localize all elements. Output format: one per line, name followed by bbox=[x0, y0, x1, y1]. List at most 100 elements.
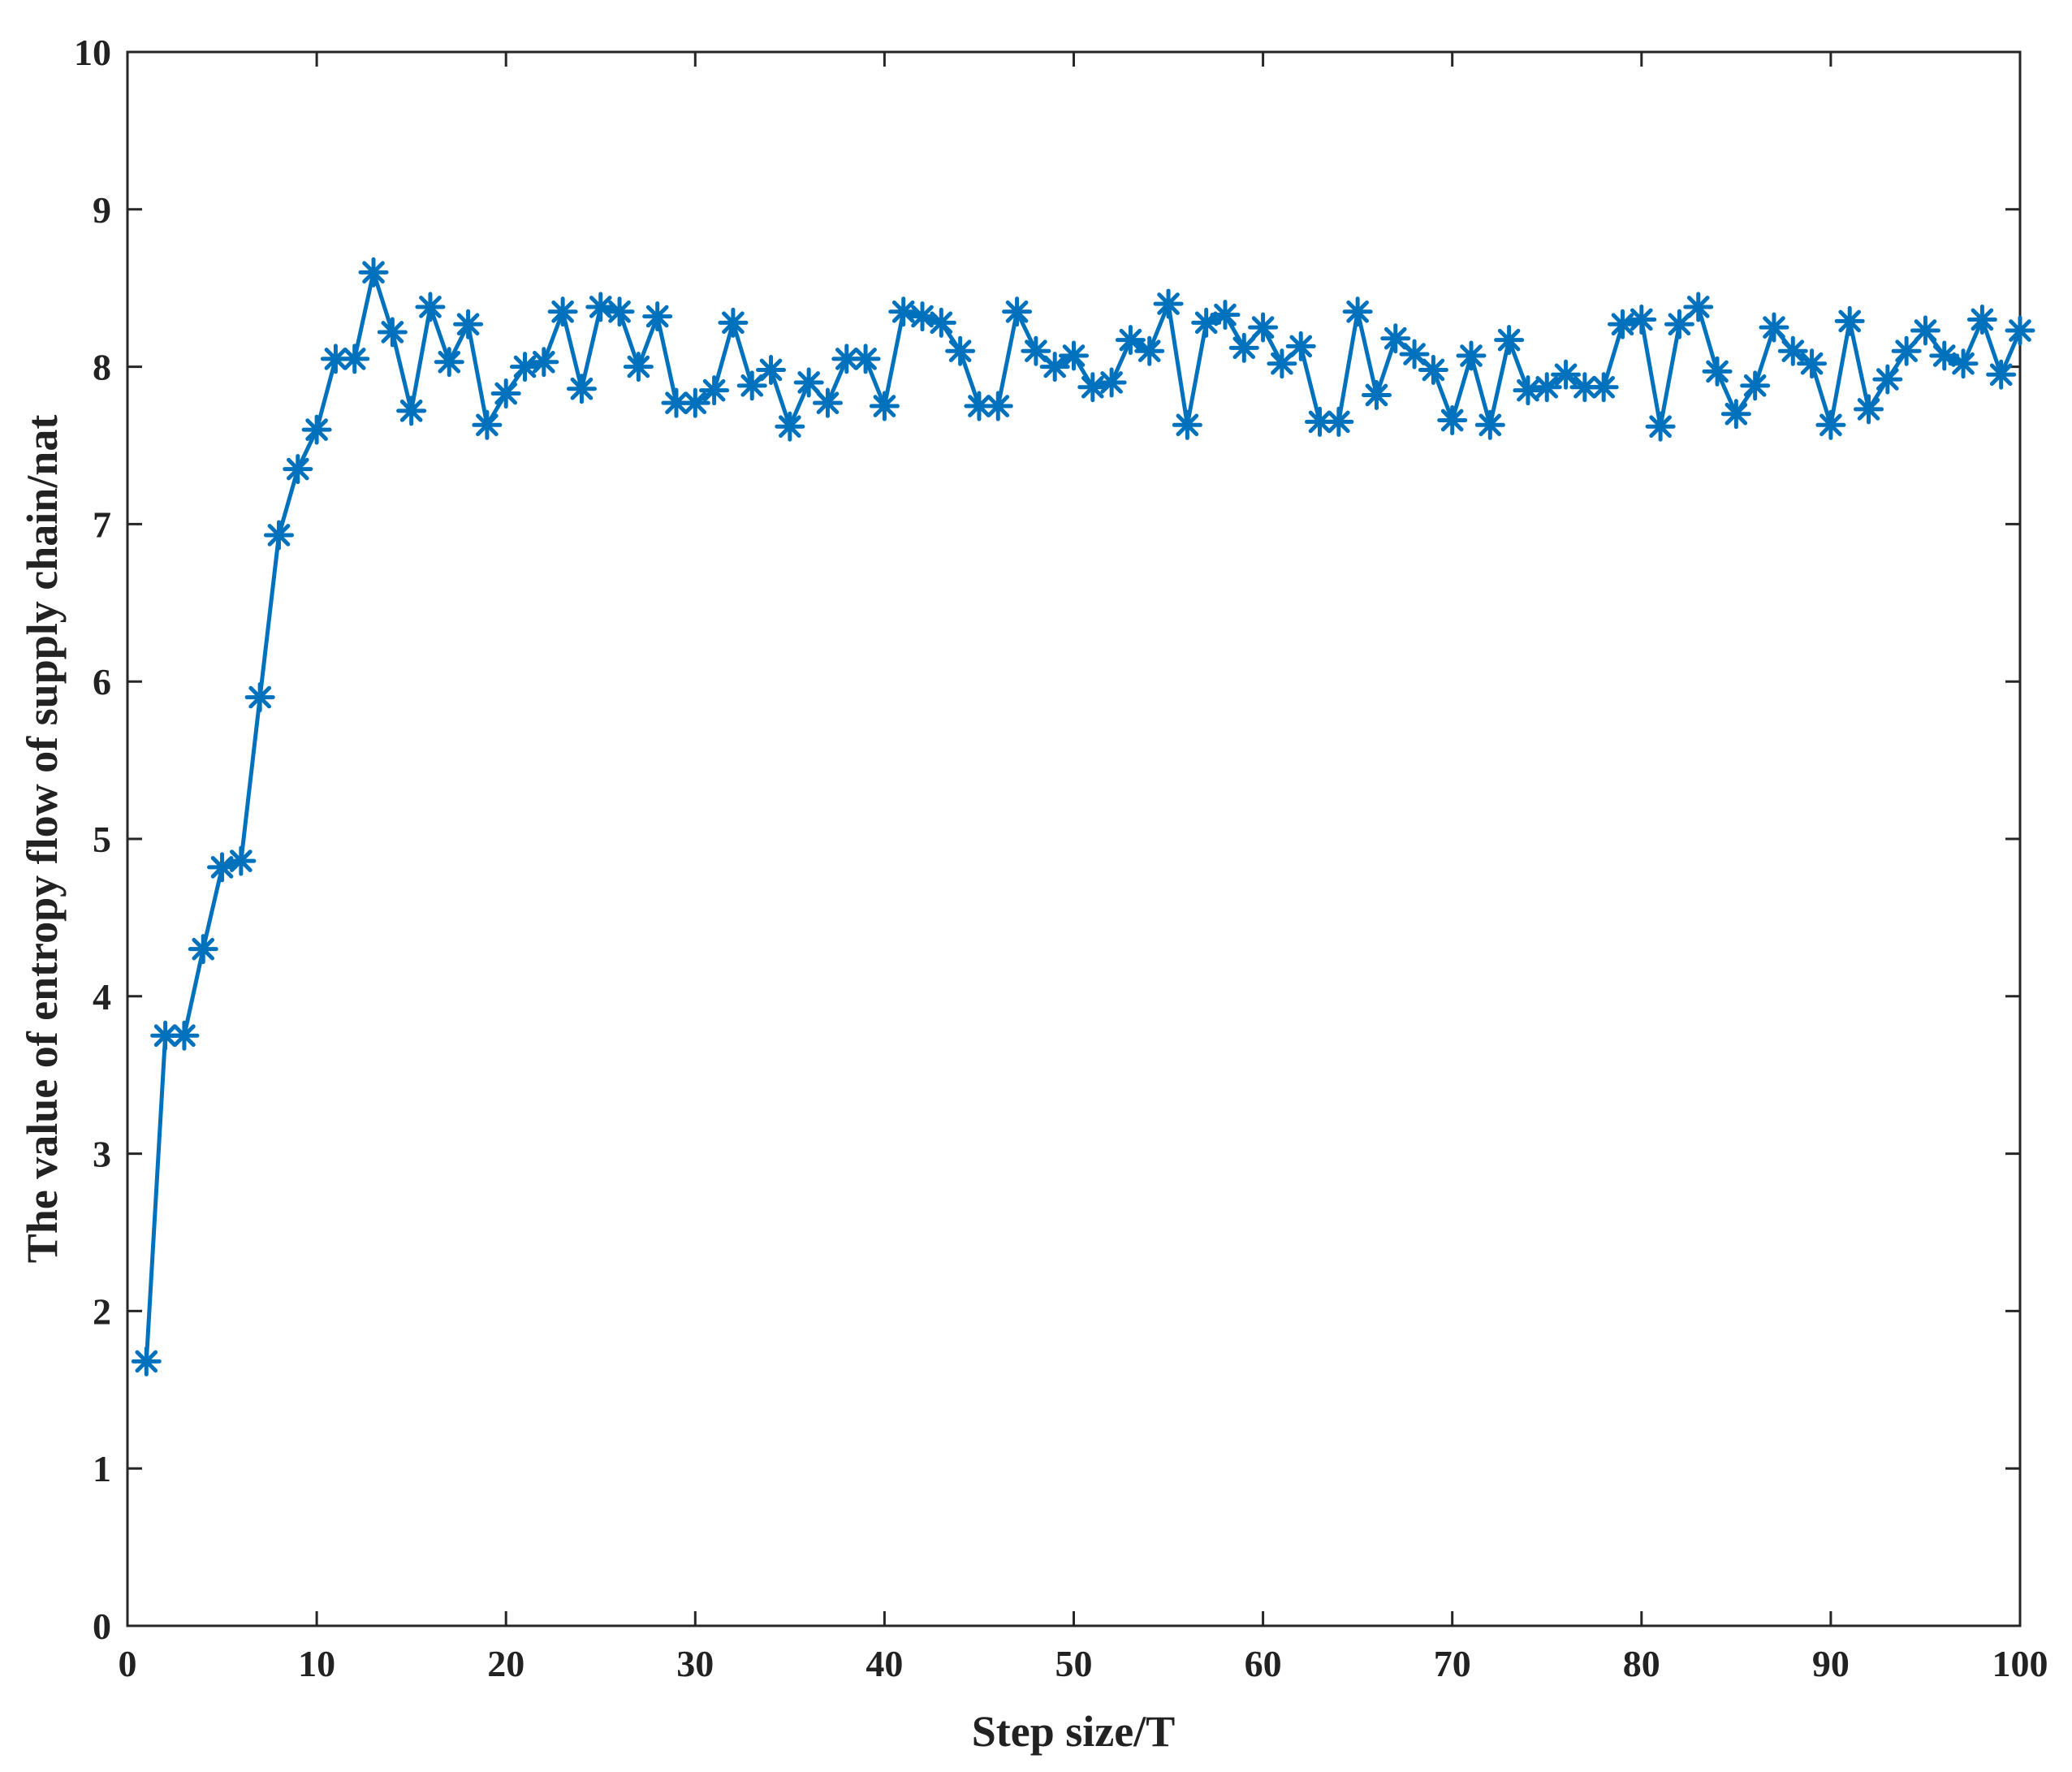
plot-area bbox=[126, 50, 2022, 1627]
y-tick-label: 5 bbox=[93, 819, 111, 860]
data-point-marker bbox=[1323, 406, 1354, 437]
x-tick-marks bbox=[126, 52, 2022, 1626]
y-tick-label: 8 bbox=[93, 347, 111, 388]
data-point-marker bbox=[585, 292, 616, 322]
data-point-marker bbox=[1720, 399, 1751, 430]
data-point-marker bbox=[1077, 372, 1108, 403]
data-point-marker bbox=[396, 395, 427, 426]
y-tick-label: 1 bbox=[93, 1448, 111, 1489]
data-point-marker bbox=[812, 387, 843, 418]
data-point-marker bbox=[699, 375, 730, 406]
data-point-marker bbox=[1285, 331, 1316, 361]
x-tick-label: 80 bbox=[1623, 1643, 1660, 1684]
data-point-marker bbox=[907, 301, 938, 332]
x-tick-label: 30 bbox=[676, 1643, 714, 1684]
data-point-marker bbox=[1986, 359, 2017, 390]
data-point-marker bbox=[1305, 406, 1336, 437]
data-point-marker bbox=[1059, 340, 1089, 371]
x-tick-label: 60 bbox=[1245, 1643, 1282, 1684]
data-point-marker bbox=[1210, 300, 1241, 331]
data-point-marker bbox=[1380, 323, 1411, 354]
x-tick-label: 40 bbox=[865, 1643, 903, 1684]
data-point-marker bbox=[926, 307, 956, 338]
data-point-marker bbox=[1551, 359, 1582, 390]
data-point-marker bbox=[283, 454, 313, 485]
data-point-marker bbox=[207, 852, 238, 883]
data-point-marker bbox=[529, 347, 559, 378]
y-tick-label: 9 bbox=[93, 189, 111, 231]
data-point-marker bbox=[301, 414, 332, 445]
data-point-marker bbox=[1228, 332, 1259, 363]
data-point-marker bbox=[1797, 348, 1828, 379]
data-point-marker bbox=[982, 391, 1013, 421]
data-point-marker bbox=[1777, 335, 1808, 366]
x-tick-label: 10 bbox=[298, 1643, 335, 1684]
data-point-marker bbox=[1002, 296, 1033, 327]
data-point-marker bbox=[358, 257, 389, 287]
data-point-marker bbox=[1607, 309, 1638, 339]
data-point-marker bbox=[1891, 335, 1922, 366]
data-point-marker bbox=[490, 378, 521, 409]
y-tick-label: 2 bbox=[93, 1290, 111, 1332]
series-line bbox=[144, 270, 2022, 1362]
data-point-marker bbox=[377, 317, 408, 348]
data-point-marker bbox=[1115, 325, 1146, 356]
x-axis-title: Step size/T bbox=[972, 1707, 1176, 1756]
data-point-marker bbox=[244, 682, 275, 713]
data-point-marker bbox=[1134, 335, 1165, 366]
data-point-marker bbox=[1531, 372, 1562, 403]
data-point-marker bbox=[945, 335, 976, 366]
data-point-marker bbox=[1342, 296, 1373, 327]
data-point-marker bbox=[434, 347, 464, 378]
y-tick-label: 7 bbox=[93, 504, 111, 545]
data-point-marker bbox=[775, 411, 805, 442]
data-point-marker bbox=[1267, 348, 1297, 379]
data-point-marker bbox=[1948, 348, 1979, 379]
data-point-marker bbox=[1437, 404, 1468, 435]
data-point-marker bbox=[1039, 352, 1070, 382]
data-point-marker bbox=[1096, 367, 1127, 398]
data-point-marker bbox=[1474, 409, 1505, 440]
x-tick-label: 100 bbox=[1992, 1643, 2048, 1684]
data-point-marker bbox=[623, 352, 654, 382]
data-point-marker bbox=[604, 296, 635, 327]
y-tick-label: 4 bbox=[93, 976, 111, 1018]
data-point-marker bbox=[1248, 312, 1279, 343]
data-point-marker bbox=[831, 344, 862, 374]
data-point-marker bbox=[453, 309, 484, 339]
series-markers bbox=[131, 257, 2035, 1377]
data-point-marker bbox=[169, 1020, 200, 1051]
data-point-marker bbox=[566, 374, 597, 404]
data-point-marker bbox=[1910, 315, 1940, 346]
data-point-marker bbox=[1834, 305, 1865, 336]
data-point-marker bbox=[1153, 288, 1184, 319]
data-point-marker bbox=[1815, 409, 1846, 440]
data-point-marker bbox=[1872, 364, 1903, 395]
data-point-marker bbox=[1702, 356, 1733, 387]
data-point-marker bbox=[1759, 312, 1789, 343]
data-point-marker bbox=[793, 367, 824, 398]
data-point-marker bbox=[1172, 409, 1202, 440]
data-point-marker bbox=[1361, 379, 1392, 410]
y-axis-title: The value of entropy flow of supply chai… bbox=[18, 415, 67, 1264]
data-point-marker bbox=[1966, 304, 1997, 335]
data-point-marker bbox=[472, 409, 503, 440]
x-tick-label: 20 bbox=[487, 1643, 524, 1684]
data-point-marker bbox=[1494, 325, 1525, 356]
data-point-marker bbox=[1513, 375, 1543, 406]
data-point-marker bbox=[415, 292, 446, 322]
data-point-marker bbox=[661, 387, 692, 418]
data-point-marker bbox=[2005, 315, 2035, 346]
y-tick-label: 3 bbox=[93, 1134, 111, 1175]
data-point-marker bbox=[1456, 340, 1487, 371]
y-tick-labels: 0 1 2 3 4 5 6 7 8 9 10 bbox=[74, 32, 111, 1647]
data-point-marker bbox=[263, 520, 294, 551]
data-point-marker bbox=[1588, 372, 1619, 403]
y-tick-label: 10 bbox=[74, 32, 111, 73]
data-point-marker bbox=[131, 1346, 162, 1377]
data-point-marker bbox=[339, 344, 370, 374]
data-point-marker bbox=[1645, 411, 1676, 442]
data-point-marker bbox=[850, 344, 881, 374]
